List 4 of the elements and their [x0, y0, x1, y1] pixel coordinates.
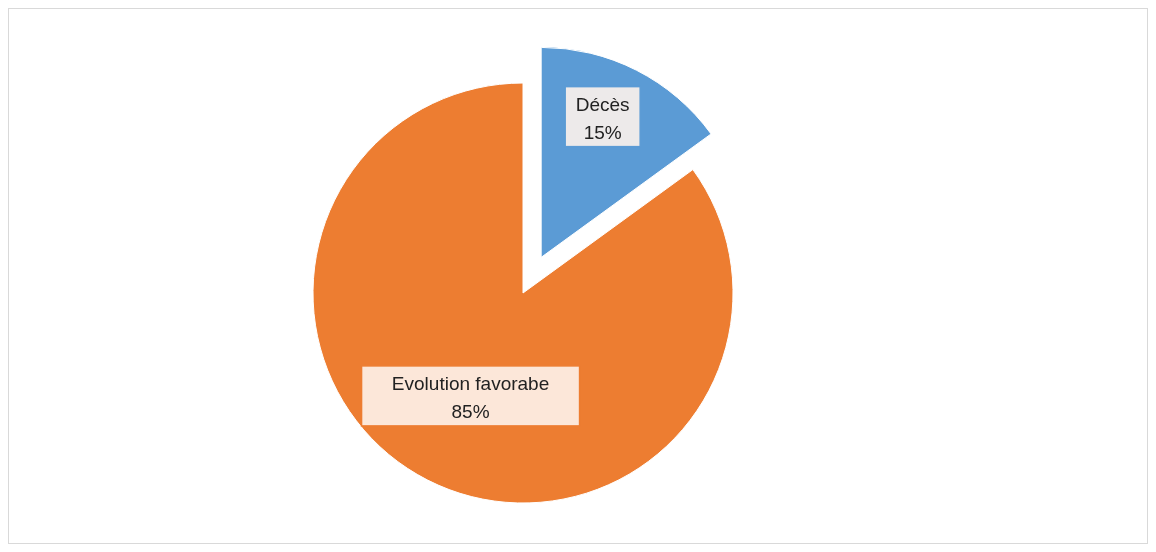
data-label: 15% — [583, 121, 622, 143]
data-label: 85% — [451, 400, 490, 422]
slice-label: Décès — [575, 93, 630, 115]
slice-label: Evolution favorabe — [391, 372, 550, 394]
